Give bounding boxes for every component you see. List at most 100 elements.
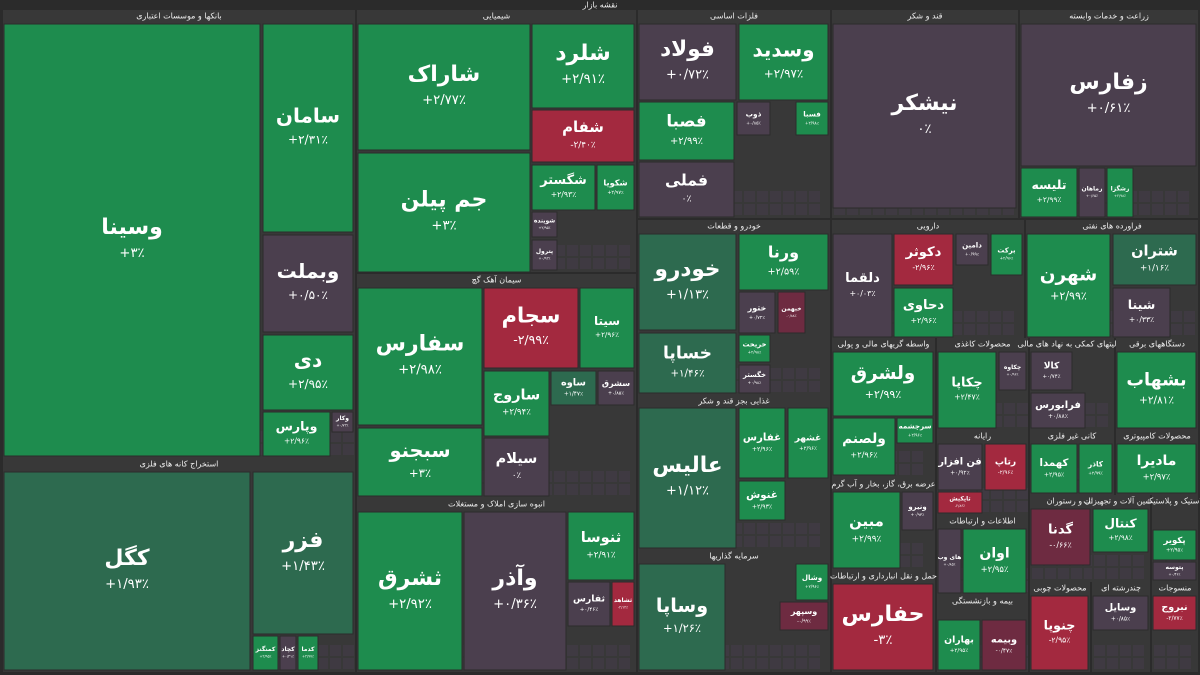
stock-tile[interactable]: سشرق +۰/۸۵٪ bbox=[597, 370, 635, 406]
stock-tile[interactable]: چنوپا -۲/۹۵٪ bbox=[1030, 595, 1089, 671]
stock-tile[interactable]: سفارس +۲/۹۸٪ bbox=[357, 287, 483, 426]
stock-name: خگستر bbox=[742, 370, 766, 379]
stock-tile[interactable]: مادیرا +۲/۹۷٪ bbox=[1116, 443, 1197, 494]
stock-tile[interactable]: رتاپ -۲/۹۶٪ bbox=[984, 443, 1027, 491]
sector-title: سیمان آهک گچ bbox=[472, 275, 522, 285]
stock-tile[interactable]: دی +۲/۹۵٪ bbox=[262, 334, 354, 411]
stock-tile[interactable]: ساوه +۱/۴۷٪ bbox=[550, 370, 597, 406]
stock-tile[interactable]: ثشرق +۲/۹۲٪ bbox=[357, 511, 463, 671]
stock-tile[interactable]: وسایل +۰/۸۵٪ bbox=[1092, 595, 1149, 631]
stock-tile[interactable]: نیشکر ۰٪ bbox=[832, 23, 1017, 209]
stock-tile[interactable]: ذوب +۰/۸۵٪ bbox=[736, 101, 771, 136]
stock-tile[interactable]: وپارس +۲/۹۶٪ bbox=[262, 411, 331, 457]
stock-tile[interactable]: شکویا +۲/۹۷٪ bbox=[596, 164, 635, 211]
stock-tile[interactable]: سامان +۲/۳۱٪ bbox=[262, 23, 354, 233]
stock-tile[interactable]: پکویر +۲/۹۵٪ bbox=[1152, 529, 1197, 561]
stock-tile[interactable]: ثفارس +۰/۴۶٪ bbox=[567, 581, 611, 627]
stock-tile[interactable]: عالیس +۱/۱۲٪ bbox=[638, 407, 737, 549]
stock-tile[interactable]: دامین+۰/۹۹٪ bbox=[955, 233, 989, 266]
stock-tile[interactable]: ثنوسا +۲/۹۱٪ bbox=[567, 511, 635, 581]
stock-tile[interactable]: غشهر +۲/۹۶٪ bbox=[787, 407, 829, 479]
stock-tile[interactable]: مبین +۲/۹۹٪ bbox=[832, 491, 901, 569]
stock-tile[interactable]: فولاد +۰/۷۲٪ bbox=[638, 23, 737, 101]
stock-tile[interactable]: ولصنم +۲/۹۶٪ bbox=[832, 417, 896, 476]
stock-tile[interactable]: جم پیلن +۳٪ bbox=[357, 152, 531, 273]
stock-tile[interactable]: کمنگنز +۲/۹۵٪ bbox=[252, 635, 279, 671]
stock-tile[interactable]: شفام -۲/۴۰٪ bbox=[531, 109, 635, 163]
stock-tile[interactable]: شتران +۱/۱۶٪ bbox=[1112, 233, 1197, 286]
stock-tile[interactable]: سیتا +۲/۹۶٪ bbox=[579, 287, 635, 369]
stock-tile[interactable]: شوینده+۲/۹۵٪ bbox=[531, 211, 558, 238]
tile-bg bbox=[901, 491, 934, 531]
stock-tile[interactable]: ورنا +۲/۵۹٪ bbox=[738, 233, 829, 291]
stock-tile[interactable]: شینا +۰/۳۳٪ bbox=[1112, 287, 1171, 338]
stock-tile[interactable]: زماهان+۰/۶۵٪ bbox=[1078, 167, 1106, 218]
stock-tile[interactable]: گدنا -۰/۶۶٪ bbox=[1030, 508, 1091, 566]
stock-tile[interactable]: کاذر +۲/۹۹٪ bbox=[1078, 443, 1113, 494]
stock-tile[interactable]: شاراک +۲/۷۷٪ bbox=[357, 23, 531, 151]
stock-tile[interactable]: خگستر+۰/۹۸٪ bbox=[738, 364, 771, 394]
stock-tile[interactable]: بهاران +۲/۹۵٪ bbox=[937, 619, 981, 671]
stock-tile[interactable]: کدما +۲/۹۷٪ bbox=[297, 635, 319, 671]
stock-tile[interactable]: فسبا+۲/۹۸٪ bbox=[795, 101, 829, 136]
stock-tile[interactable]: فملی ۰٪ bbox=[638, 161, 735, 218]
stock-tile[interactable]: وشال +۲/۹۶٪ bbox=[795, 563, 829, 601]
tile-bg bbox=[795, 101, 829, 136]
stock-tile[interactable]: تلیسه +۲/۹۹٪ bbox=[1020, 167, 1078, 218]
stock-tile[interactable]: پترول +۰/۹۲٪ bbox=[531, 239, 558, 271]
stock-tile[interactable]: خبهمن-۰/۸۸٪ bbox=[777, 291, 806, 334]
stock-tile[interactable]: چکاوه +۰/۹۶٪ bbox=[998, 351, 1027, 391]
stock-tile[interactable]: وسپهر -۰/۹۹٪ bbox=[779, 601, 829, 631]
stock-tile[interactable]: ختور +۰/۷۲٪ bbox=[738, 291, 776, 334]
stock-tile[interactable]: شلرد +۲/۹۱٪ bbox=[531, 23, 635, 109]
stock-tile[interactable]: نبروج -۲/۷۷٪ bbox=[1152, 595, 1197, 631]
stock-tile[interactable]: دحاوی +۲/۹۶٪ bbox=[893, 287, 954, 338]
stock-tile[interactable]: کچاد +۰/۴۱٪ bbox=[279, 635, 297, 671]
stock-tile[interactable]: وبیمه -۰/۴۷٪ bbox=[981, 619, 1027, 671]
stock-tile[interactable]: ثشاهد -۲/۱۲٪ bbox=[611, 581, 635, 627]
stock-tile[interactable]: فن افزار +۰/۹۲٪ bbox=[937, 443, 983, 491]
stock-tile[interactable]: وسدید +۲/۹۷٪ bbox=[738, 23, 829, 101]
tile-bg bbox=[331, 411, 354, 433]
stock-tile[interactable]: زفارس +۰/۶۱٪ bbox=[1020, 23, 1197, 167]
stock-change: +۲/۹۸٪ bbox=[1108, 533, 1132, 542]
stock-tile[interactable]: های وب +۰/۸۵٪ bbox=[937, 528, 962, 594]
stock-tile[interactable]: سجام -۲/۹۹٪ bbox=[483, 287, 579, 369]
stock-tile[interactable]: پتوسه +۰/۴۶٪ bbox=[1152, 561, 1197, 581]
stock-tile[interactable]: سیلام ۰٪ bbox=[483, 437, 550, 497]
stock-tile[interactable]: وسینا +۳٪ bbox=[3, 23, 261, 457]
stock-tile[interactable]: غفارس +۲/۹۶٪ bbox=[738, 407, 786, 479]
stock-tile[interactable]: فرابورس +۰/۸۸٪ bbox=[1030, 392, 1086, 429]
stock-tile[interactable]: برکت+۲/۹۶٪ bbox=[990, 233, 1023, 276]
stock-tile[interactable]: دلقما +۰/۰۳٪ bbox=[832, 233, 893, 338]
stock-tile[interactable]: وکار +۰/۷۲٪ bbox=[331, 411, 354, 433]
stock-tile[interactable]: دکوثر -۲/۹۶٪ bbox=[893, 233, 954, 286]
filler-tile bbox=[873, 204, 884, 215]
stock-tile[interactable]: کنتال +۲/۹۸٪ bbox=[1092, 508, 1149, 553]
stock-tile[interactable]: وآذر +۰/۳۶٪ bbox=[463, 511, 567, 671]
stock-tile[interactable]: ساروج +۲/۹۴٪ bbox=[483, 370, 550, 437]
stock-tile[interactable]: حفارس -۳٪ bbox=[832, 583, 934, 671]
stock-tile[interactable]: ونیرو+۰/۹۳٪ bbox=[901, 491, 934, 531]
stock-tile[interactable]: زشگزا+۲/۹۸٪ bbox=[1106, 167, 1134, 218]
stock-tile[interactable]: تاپکیش-۲/۸۶٪ bbox=[937, 491, 983, 514]
stock-tile[interactable]: کگل +۱/۹۳٪ bbox=[3, 471, 251, 671]
stock-tile[interactable]: خودرو +۱/۱۳٪ bbox=[638, 233, 737, 331]
stock-tile[interactable]: غنوش +۲/۹۳٪ bbox=[738, 480, 786, 521]
stock-tile[interactable]: سبجنو +۳٪ bbox=[357, 427, 483, 497]
stock-tile[interactable]: اوان +۲/۹۵٪ bbox=[962, 528, 1027, 594]
stock-tile[interactable]: خریخت+۲/۹۸٪ bbox=[738, 334, 771, 363]
stock-tile[interactable]: کهمدا +۲/۹۵٪ bbox=[1030, 443, 1078, 494]
stock-tile[interactable]: چکاپا +۲/۴۷٪ bbox=[937, 351, 997, 429]
stock-tile[interactable]: سرچشمه+۲/۹۶٪ bbox=[896, 417, 934, 444]
stock-tile[interactable]: فصبا +۲/۹۹٪ bbox=[638, 101, 735, 161]
stock-tile[interactable]: شهرن +۲/۹۹٪ bbox=[1026, 233, 1111, 338]
stock-tile[interactable]: وبملت +۰/۵۰٪ bbox=[262, 234, 354, 333]
stock-tile[interactable]: شگستر +۲/۹۳٪ bbox=[531, 164, 596, 211]
stock-tile[interactable]: وساپا +۱/۲۶٪ bbox=[638, 563, 726, 671]
stock-tile[interactable]: بشهاب +۲/۸۱٪ bbox=[1116, 351, 1197, 429]
stock-tile[interactable]: کالا +۰/۷۴٪ bbox=[1030, 351, 1073, 391]
stock-tile[interactable]: فزر +۱/۴۳٪ bbox=[252, 471, 354, 635]
stock-tile[interactable]: خساپا +۱/۴۶٪ bbox=[638, 332, 737, 394]
stock-tile[interactable]: ولشرق +۲/۹۹٪ bbox=[832, 351, 934, 417]
